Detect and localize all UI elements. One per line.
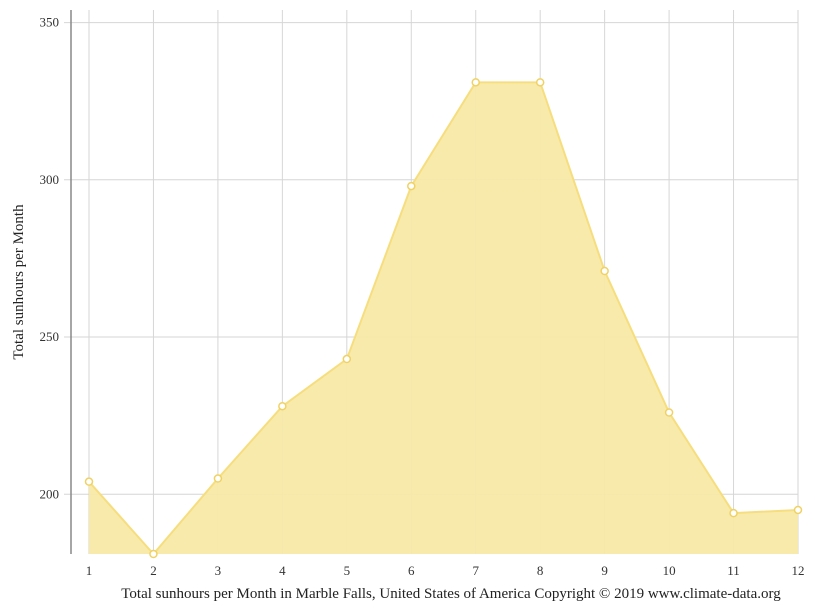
x-tick-label: 10	[663, 563, 676, 578]
series-line	[88, 81, 799, 556]
y-tick-labels: 200 250 300 350	[40, 15, 60, 502]
x-tick-label: 11	[727, 563, 740, 578]
x-tick-label: 3	[215, 563, 222, 578]
data-point	[729, 508, 738, 518]
y-tick-label: 350	[40, 15, 60, 30]
area-fill	[89, 82, 798, 554]
data-point	[664, 408, 674, 417]
chart-caption: Total sunhours per Month in Marble Falls…	[121, 586, 781, 602]
x-tick-label: 5	[344, 563, 351, 578]
data-point	[407, 181, 416, 191]
x-tick-label: 9	[601, 563, 608, 578]
x-tick-label: 12	[792, 563, 805, 578]
y-tick-label: 200	[40, 486, 60, 501]
data-point	[213, 474, 223, 483]
data-point	[535, 78, 545, 87]
x-tick-label: 4	[279, 563, 286, 578]
x-tick-label: 6	[408, 563, 415, 578]
y-axis-title: Total sunhours per Month	[11, 204, 27, 360]
x-tick-label: 7	[472, 563, 479, 578]
data-point	[600, 266, 609, 276]
data-point	[342, 354, 352, 364]
x-tick-labels: 1 2 3 4 5 6 7 8 9 10 11 12	[86, 563, 805, 578]
data-points	[84, 78, 803, 559]
data-point	[793, 505, 803, 515]
data-point	[149, 549, 158, 559]
y-tick-label: 250	[40, 329, 60, 344]
data-point	[471, 78, 480, 87]
x-tick-label: 8	[537, 563, 544, 578]
data-point	[278, 401, 287, 411]
x-tick-label: 2	[150, 563, 157, 578]
y-tick-label: 300	[40, 172, 60, 187]
x-tick-label: 1	[86, 563, 93, 578]
data-point	[84, 477, 94, 486]
